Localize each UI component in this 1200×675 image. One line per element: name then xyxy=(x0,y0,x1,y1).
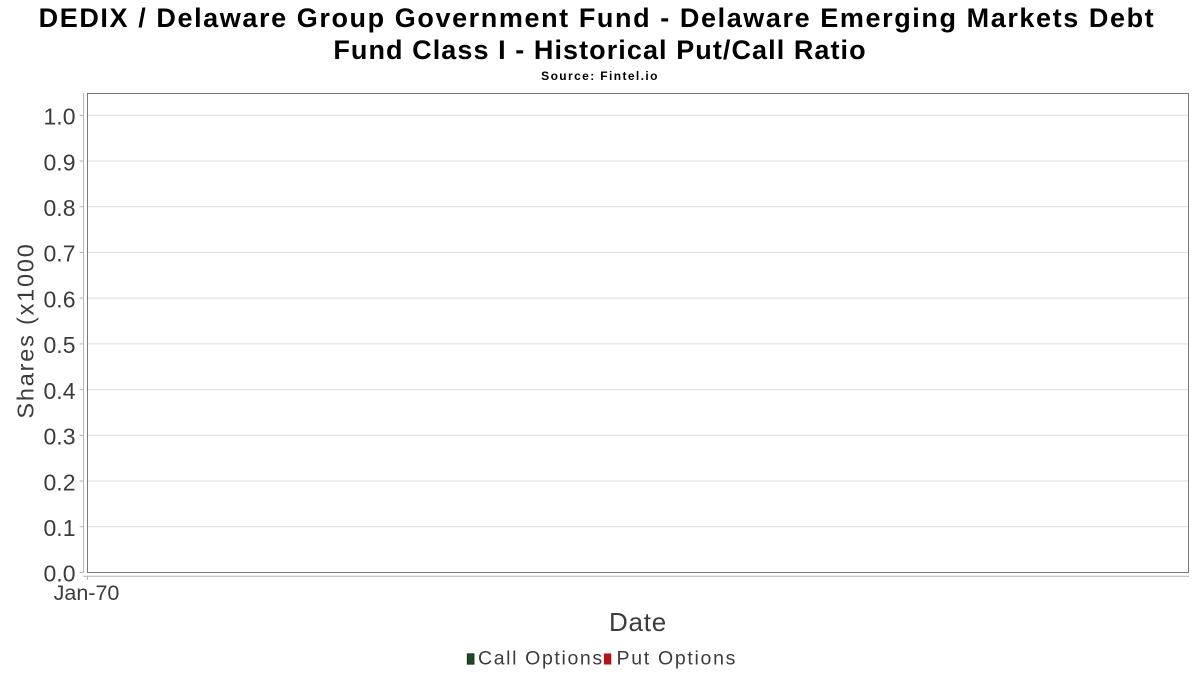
svg-text:0.6: 0.6 xyxy=(44,286,76,312)
svg-text:1.0: 1.0 xyxy=(44,104,76,130)
svg-text:Shares (x1000: Shares (x1000 xyxy=(13,242,39,418)
svg-text:0.7: 0.7 xyxy=(44,241,76,267)
svg-text:Date: Date xyxy=(609,607,667,637)
svg-text:Call Options: Call Options xyxy=(478,648,604,670)
svg-text:0.4: 0.4 xyxy=(44,378,76,404)
svg-text:0.2: 0.2 xyxy=(44,469,76,495)
svg-text:0.0: 0.0 xyxy=(44,561,76,587)
svg-text:0.9: 0.9 xyxy=(44,149,76,175)
svg-text:Jan-70: Jan-70 xyxy=(54,581,120,605)
svg-text:0.5: 0.5 xyxy=(44,332,76,358)
svg-text:0.8: 0.8 xyxy=(44,195,76,221)
svg-text:Put Options: Put Options xyxy=(617,648,738,670)
svg-text:0.3: 0.3 xyxy=(44,424,76,450)
svg-text:0.1: 0.1 xyxy=(44,515,76,541)
